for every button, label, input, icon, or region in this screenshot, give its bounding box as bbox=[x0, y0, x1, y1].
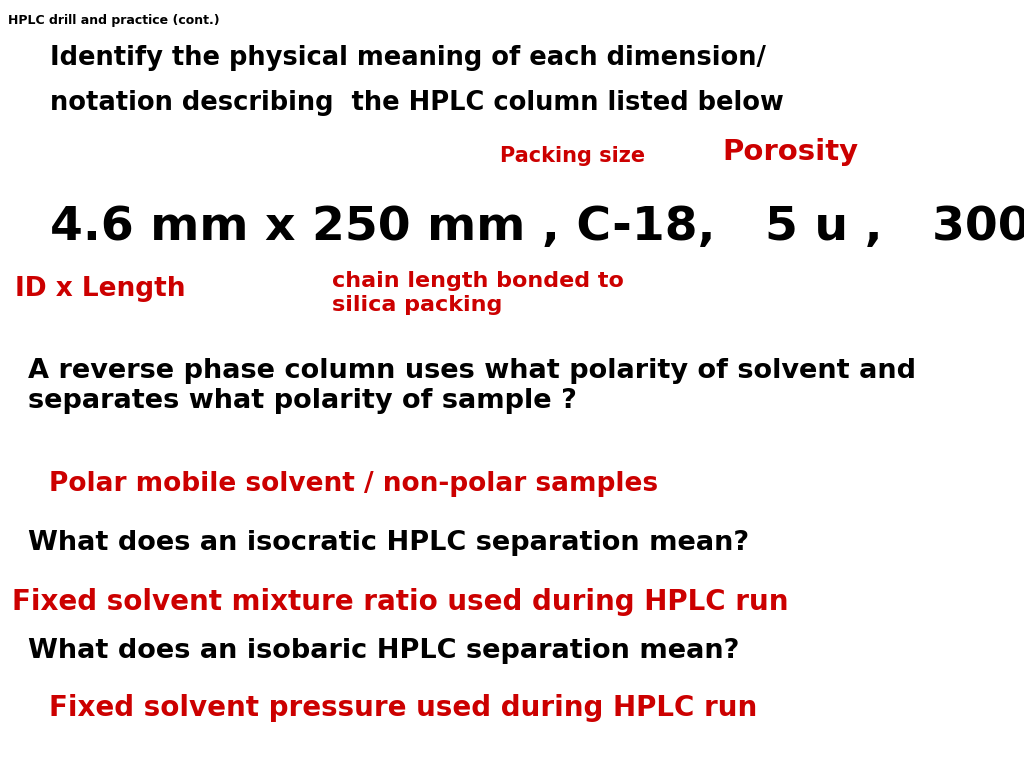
Text: Identify the physical meaning of each dimension/: Identify the physical meaning of each di… bbox=[50, 45, 766, 71]
Text: What does an isocratic HPLC separation mean?: What does an isocratic HPLC separation m… bbox=[28, 530, 750, 556]
Text: chain length bonded to
silica packing: chain length bonded to silica packing bbox=[332, 271, 624, 315]
Text: A reverse phase column uses what polarity of solvent and
separates what polarity: A reverse phase column uses what polarit… bbox=[28, 358, 916, 414]
Text: What does an isobaric HPLC separation mean?: What does an isobaric HPLC separation me… bbox=[28, 638, 739, 664]
Text: ID x Length: ID x Length bbox=[15, 276, 185, 302]
Text: 4.6 mm x 250 mm , C-18,   5 u ,   300 Å: 4.6 mm x 250 mm , C-18, 5 u , 300 Å bbox=[50, 200, 1024, 250]
Text: HPLC drill and practice (cont.): HPLC drill and practice (cont.) bbox=[8, 14, 219, 27]
Text: Fixed solvent mixture ratio used during HPLC run: Fixed solvent mixture ratio used during … bbox=[12, 588, 788, 616]
Text: Packing size: Packing size bbox=[500, 147, 645, 167]
Text: Fixed solvent pressure used during HPLC run: Fixed solvent pressure used during HPLC … bbox=[49, 694, 758, 722]
Text: Porosity: Porosity bbox=[722, 138, 858, 166]
Text: notation describing  the HPLC column listed below: notation describing the HPLC column list… bbox=[50, 90, 783, 116]
Text: Polar mobile solvent / non-polar samples: Polar mobile solvent / non-polar samples bbox=[49, 471, 658, 497]
